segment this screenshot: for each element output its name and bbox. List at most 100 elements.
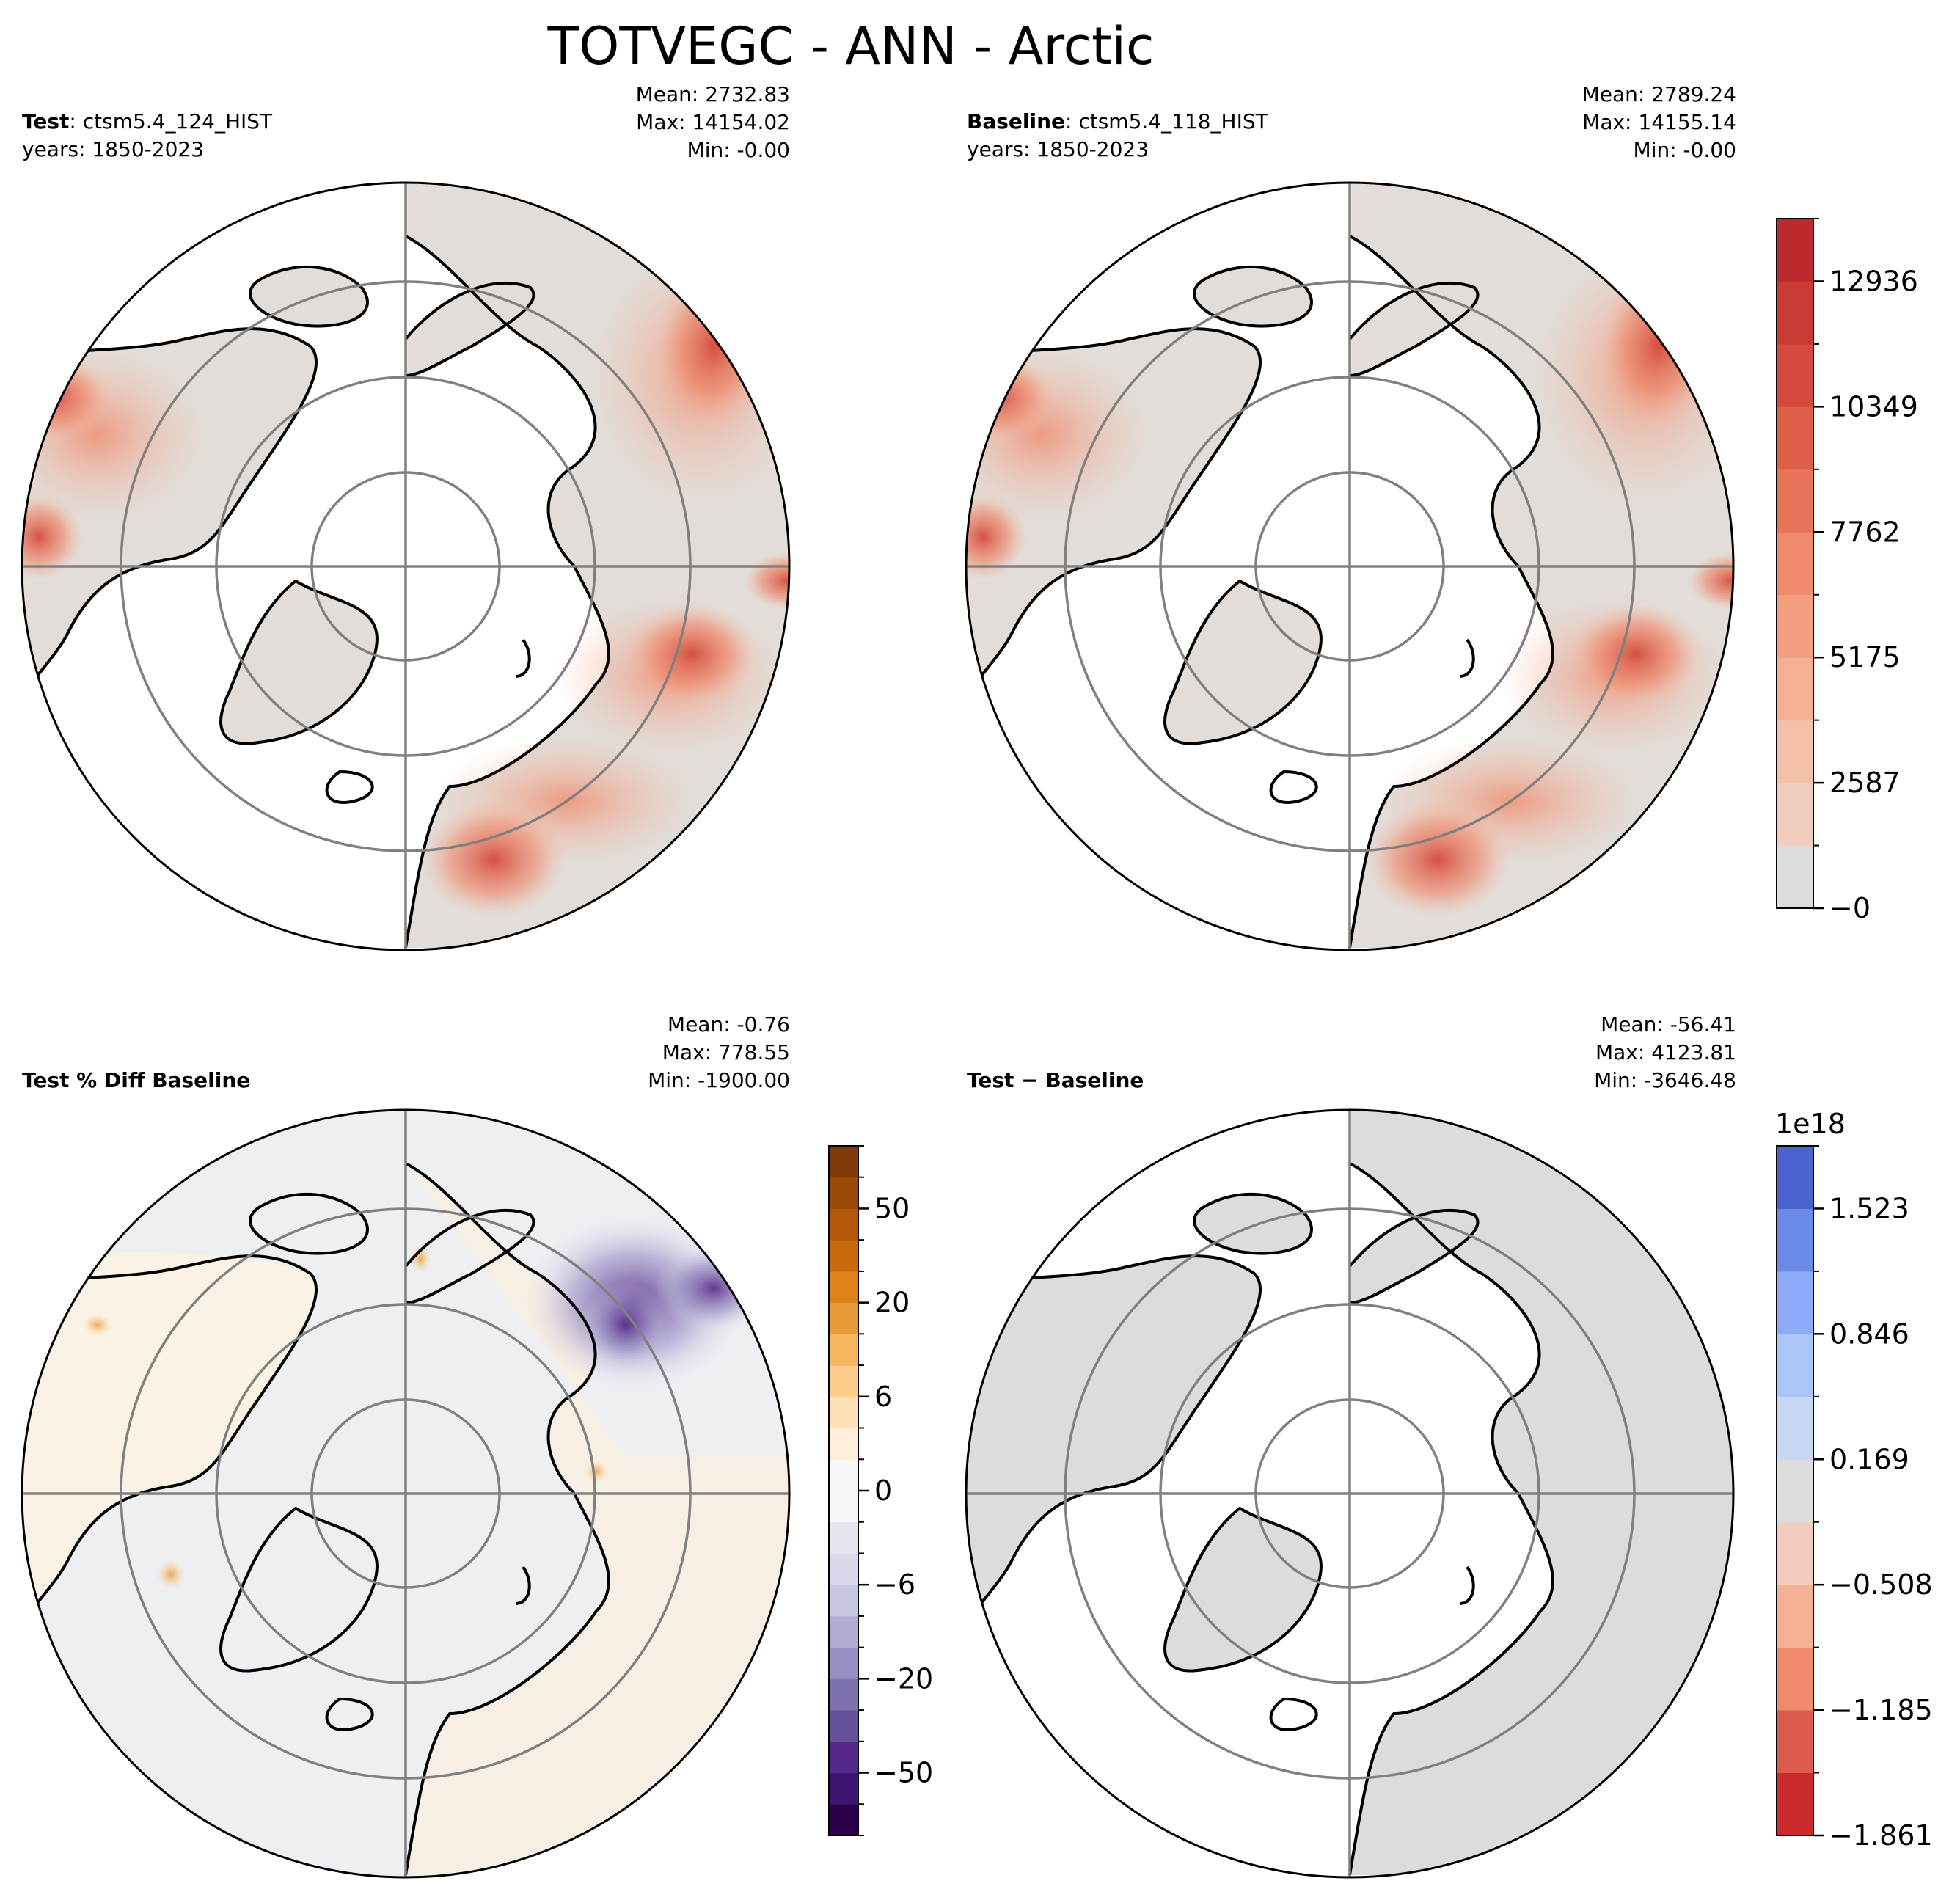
pct-colorbar-block [829,1334,858,1366]
baseline-min: Min: -0.00 [1633,138,1736,162]
abs-colorbar-block [1777,1459,1813,1523]
main-colorbar-tick-label: 5175 [1829,641,1901,673]
pct-colorbar-block [829,1302,858,1334]
main-colorbar-tick-label: −0 [1829,892,1871,924]
pct-colorbar-block [829,1710,858,1742]
main-colorbar-block [1777,406,1813,470]
pct-colorbar-block [829,1772,858,1805]
abs-colorbar-block [1777,1772,1813,1836]
main-colorbar-block [1777,532,1813,596]
baseline-stats: Mean: 2789.24 Max: 14155.14 Min: -0.00 [1582,81,1736,164]
baseline-label-bold: Baseline [967,109,1066,134]
abs-diff-stats: Mean: -56.41 Max: 4123.81 Min: -3646.48 [1594,1011,1736,1095]
abs-colorbar-tick-label: −1.861 [1829,1819,1933,1852]
pct-colorbar-block [829,1553,858,1585]
test-stats: Mean: 2732.83 Max: 14154.02 Min: -0.00 [636,81,790,164]
abs-colorbar-tick-label: 0.169 [1829,1443,1909,1475]
main-colorbar-block [1777,219,1813,282]
main-colorbar: 12936 10349 7762 5175 2587 −0 [1776,218,1918,924]
pct-colorbar-block [829,1804,858,1836]
abs-colorbar-tick-label: 0.846 [1829,1318,1909,1350]
baseline-label-case: : ctsm5.4_118_HIST [1065,109,1268,134]
test-years: years: 1850-2023 [22,137,205,161]
abs-colorbar-tick-label: −0.508 [1829,1568,1933,1601]
main-colorbar-block [1777,281,1813,345]
pct-colorbar-block [829,1678,858,1711]
test-label-bold: Test [22,109,70,134]
main-colorbar-tick-label: 12936 [1829,265,1918,297]
pct-diff-max: Max: 778.55 [662,1040,790,1064]
abs-colorbar-frame [1776,1145,1814,1836]
pct-colorbar-block [829,1428,858,1460]
pct-diff-map [21,1108,791,1879]
baseline-max: Max: 14155.14 [1582,110,1736,134]
pct-colorbar-block [829,1521,858,1554]
pct-colorbar-block [829,1146,858,1178]
abs-diff-mean: Mean: -56.41 [1601,1012,1736,1037]
pct-colorbar-block [829,1647,858,1679]
abs-colorbar-block [1777,1146,1813,1209]
main-colorbar-tick-label: 7762 [1829,516,1901,548]
pct-colorbar-tick-label: 0 [874,1475,892,1507]
pct-diff-stats: Mean: -0.76 Max: 778.55 Min: -1900.00 [648,1011,790,1095]
abs-diff-panel-label: Test − Baseline [967,1067,1144,1095]
main-colorbar-block [1777,845,1813,909]
pct-colorbar-block [829,1208,858,1241]
main-colorbar-block [1777,720,1813,783]
abs-colorbar-block [1777,1585,1813,1648]
abs-colorbar-tick-label: −1.185 [1829,1694,1933,1726]
main-colorbar-block [1777,594,1813,658]
abs-diff-label: Test − Baseline [967,1068,1144,1092]
abs-colorbar-block [1777,1208,1813,1272]
pct-diff-label: Test % Diff Baseline [22,1068,251,1092]
abs-colorbar-block [1777,1521,1813,1585]
abs-diff-colorbar: 1.523 0.846 0.169 −0.508 −1.185 −1.861 [1776,1145,1933,1852]
test-max: Max: 14154.02 [636,110,790,134]
abs-colorbar-block [1777,1710,1813,1774]
pct-diff-panel-label: Test % Diff Baseline [22,1067,250,1095]
pct-colorbar-tick-label: 50 [874,1192,910,1224]
test-mean: Mean: 2732.83 [635,82,790,106]
pct-colorbar-tick-label: 20 [874,1287,910,1319]
pct-colorbar-tick-label: −6 [874,1568,915,1601]
main-colorbar-block [1777,657,1813,721]
abs-diff-map [965,1108,1735,1879]
main-colorbar-frame [1776,218,1814,909]
abs-diff-max: Max: 4123.81 [1595,1040,1736,1064]
pct-colorbar-block [829,1271,858,1304]
abs-colorbar-exponent: 1e18 [1775,1108,1846,1140]
test-panel-label: Test: ctsm5.4_124_HIST years: 1850-2023 [22,108,272,164]
pct-colorbar-block [829,1365,858,1397]
test-min: Min: -0.00 [687,138,790,162]
abs-colorbar-block [1777,1334,1813,1397]
pct-colorbar-block [829,1615,858,1648]
test-label-case: : ctsm5.4_124_HIST [69,109,273,134]
figure-title: TOTVEGC - ANN - Arctic [547,16,1155,76]
abs-colorbar-tick-label: 1.523 [1829,1192,1909,1224]
main-colorbar-tick-label: 10349 [1829,390,1918,423]
pct-colorbar-block [829,1585,858,1617]
abs-colorbar-block [1777,1396,1813,1460]
pct-colorbar-tick-label: 6 [874,1381,892,1413]
pct-diff-colorbar: 50 20 6 0 −6 −20 −50 [828,1145,933,1836]
baseline-mean: Mean: 2789.24 [1581,82,1736,106]
pct-colorbar-block [829,1741,858,1774]
baseline-years: years: 1850-2023 [967,137,1149,161]
pct-diff-min: Min: -1900.00 [648,1068,790,1092]
pct-colorbar-block [829,1240,858,1272]
pct-colorbar-tick-label: −50 [874,1757,933,1789]
pct-colorbar-tick-label: −20 [874,1662,933,1695]
pct-colorbar-block [829,1459,858,1491]
pct-diff-mean: Mean: -0.76 [667,1012,790,1037]
main-colorbar-block [1777,783,1813,847]
pct-colorbar-block [829,1491,858,1523]
main-colorbar-block [1777,469,1813,533]
baseline-map [965,181,1735,951]
pct-colorbar-block [829,1177,858,1209]
main-colorbar-tick-label: 2587 [1829,767,1901,799]
test-map [21,181,791,951]
abs-diff-min: Min: -3646.48 [1594,1068,1736,1092]
baseline-panel-label: Baseline: ctsm5.4_118_HIST years: 1850-2… [967,108,1268,164]
main-colorbar-block [1777,343,1813,407]
